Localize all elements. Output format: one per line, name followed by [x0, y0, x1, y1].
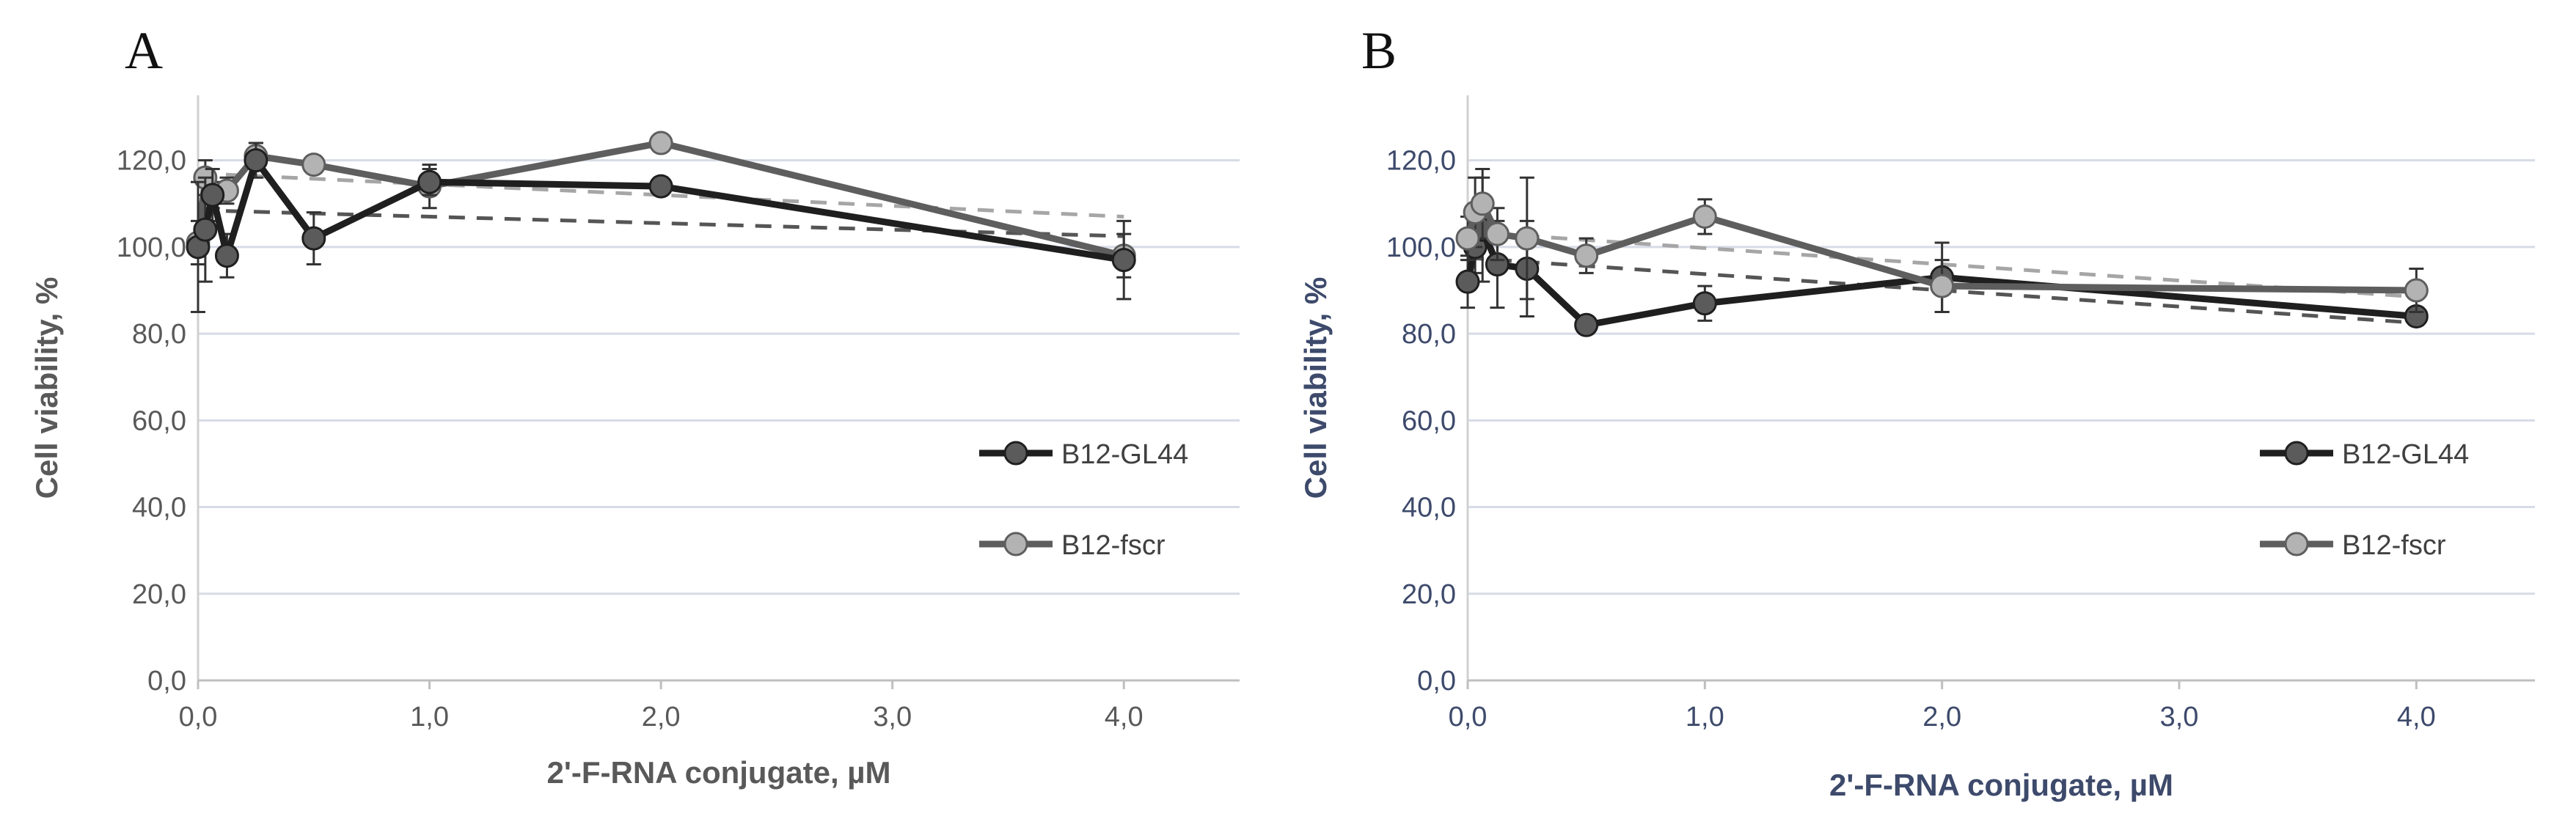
legend-label-b12-fscr: B12-fscr: [2342, 530, 2446, 561]
legend-label-b12-fscr: B12-fscr: [1061, 530, 1166, 561]
legend-label-b12-gl44: B12-GL44: [2342, 439, 2469, 470]
data-point-b12-gl44: [1455, 269, 1480, 294]
y-tick-label: 60,0: [132, 405, 186, 436]
data-point-b12-fscr: [1470, 191, 1495, 216]
data-point-b12-fscr: [648, 131, 673, 155]
x-axis-title: 2'-F-RNA conjugate, µM: [1829, 768, 2173, 802]
trendline-b12-gl44: [197, 208, 1124, 238]
x-tick-label: 3,0: [2160, 702, 2199, 732]
panel-a: A 0,0 20,0 40,0 60,0 80,0 100,0 120,0 0,0 1,0 2,0…: [29, 21, 1240, 790]
x-tick-label: 0,0: [179, 702, 218, 732]
data-point-b12-gl44: [1111, 248, 1136, 273]
data-point-b12-gl44: [1692, 291, 1717, 316]
x-tick-label: 1,0: [410, 702, 449, 732]
y-tick-label: 40,0: [1402, 493, 1456, 524]
legend-label-b12-gl44: B12-GL44: [1061, 439, 1188, 470]
x-tick-label: 2,0: [642, 702, 681, 732]
y-tick-label: 120,0: [117, 146, 186, 177]
chart-a: 0,0 20,0 40,0 60,0 80,0 100,0 120,0 0,0 1,0 2,0 3,…: [29, 95, 1240, 790]
panel-letter-b: B: [1361, 21, 1397, 80]
data-point-b12-fscr: [2404, 278, 2429, 303]
y-tick-label: 20,0: [1402, 579, 1456, 610]
x-axis-title: 2'-F-RNA conjugate, µM: [547, 755, 891, 790]
panel-letter-a: A: [125, 21, 163, 80]
data-point-b12-gl44: [648, 174, 673, 199]
data-point-b12-fscr: [301, 153, 326, 177]
y-tick-label: 80,0: [132, 319, 186, 350]
x-tick-label: 2,0: [1922, 702, 1961, 732]
legend-marker-b12-fscr: [1003, 532, 1028, 557]
data-point-b12-fscr: [1515, 226, 1540, 251]
y-tick-label: 0,0: [1417, 666, 1456, 697]
x-tick-label: 4,0: [2397, 702, 2436, 732]
chart-b: 0,0 20,0 40,0 60,0 80,0 100,0 120,0 0,0 1,0 2,0 3,…: [1298, 95, 2535, 802]
legend-marker-b12-gl44: [2284, 441, 2309, 466]
x-tick-label: 4,0: [1105, 702, 1144, 732]
y-tick-label: 120,0: [1386, 146, 1456, 177]
x-tick-label: 1,0: [1686, 702, 1724, 732]
data-point-b12-gl44: [417, 169, 442, 194]
y-tick-label: 100,0: [1386, 232, 1456, 263]
data-point-b12-fscr: [1574, 243, 1599, 268]
y-tick-label: 20,0: [132, 579, 186, 610]
trendline-b12-fscr: [197, 171, 1124, 219]
data-point-b12-gl44: [244, 148, 268, 173]
y-tick-label: 80,0: [1402, 319, 1456, 350]
data-point-b12-fscr: [1485, 221, 1510, 246]
data-point-b12-gl44: [200, 183, 225, 208]
data-point-b12-fscr: [1930, 273, 1955, 298]
y-tick-label: 100,0: [117, 232, 186, 263]
legend-marker-b12-fscr: [2284, 532, 2309, 557]
y-axis-title: Cell viability, %: [1298, 277, 1333, 499]
x-tick-label: 3,0: [873, 702, 912, 732]
data-point-b12-fscr: [1455, 226, 1480, 251]
data-point-b12-gl44: [1574, 312, 1599, 337]
data-point-b12-gl44: [214, 243, 239, 268]
y-tick-label: 40,0: [132, 493, 186, 524]
legend-marker-b12-gl44: [1003, 441, 1028, 466]
panel-b: B 0,0 20,0 40,0 60,0 80,0 100,0 120,0 0,0 1,0 2,0…: [1288, 0, 2576, 830]
data-point-b12-fscr: [1692, 205, 1717, 229]
y-tick-label: 60,0: [1402, 405, 1456, 436]
x-tick-label: 0,0: [1449, 702, 1488, 732]
y-axis-title: Cell viability, %: [29, 277, 64, 499]
data-point-b12-gl44: [193, 217, 218, 242]
data-point-b12-gl44: [301, 226, 326, 251]
y-tick-label: 0,0: [147, 666, 186, 697]
